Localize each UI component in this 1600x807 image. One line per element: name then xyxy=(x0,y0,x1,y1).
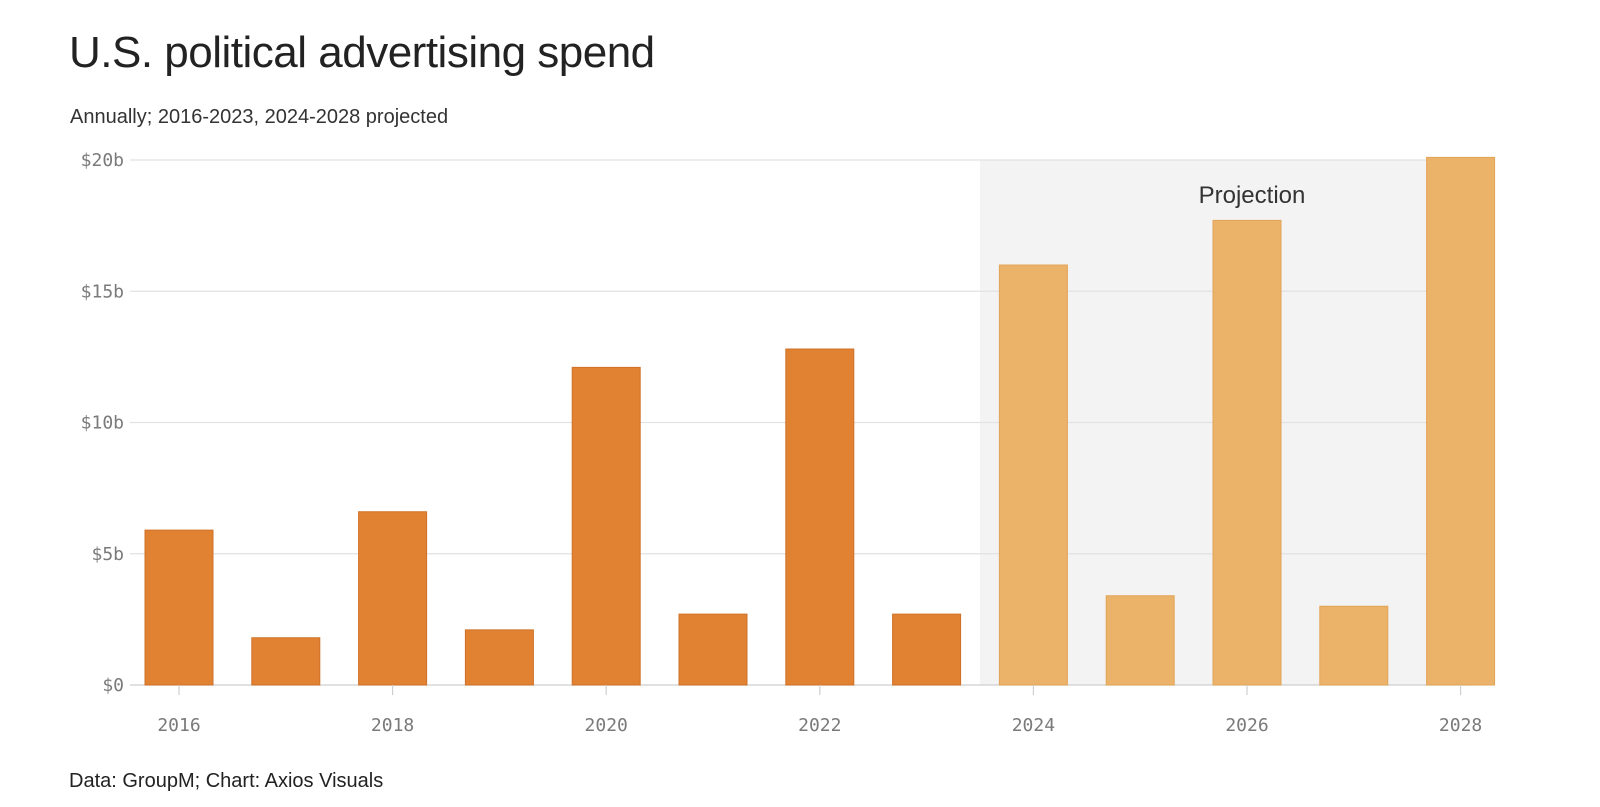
bar-2021 xyxy=(678,613,748,686)
x-tick-label: 2020 xyxy=(585,715,628,736)
y-tick-label: $15b xyxy=(81,281,124,302)
x-tick-label: 2016 xyxy=(157,715,200,736)
y-tick-label: $20b xyxy=(81,150,124,171)
bar-2025 xyxy=(1105,595,1175,686)
bar-2027 xyxy=(1319,605,1389,686)
projection-annotation: Projection xyxy=(1199,182,1306,209)
bar-2016 xyxy=(144,529,214,686)
chart-title: U.S. political advertising spend xyxy=(69,28,655,77)
x-tick-label: 2018 xyxy=(371,715,414,736)
x-tick-label: 2022 xyxy=(798,715,841,736)
bar-2019 xyxy=(464,629,534,686)
x-tick-label: 2026 xyxy=(1225,715,1268,736)
bar-2023 xyxy=(892,613,962,686)
y-tick-label: $5b xyxy=(91,544,124,565)
bar-2022 xyxy=(785,348,855,686)
chart-subtitle: Annually; 2016-2023, 2024-2028 projected xyxy=(70,106,449,128)
bar-2017 xyxy=(251,637,321,686)
bars xyxy=(144,156,1496,686)
bar-2028 xyxy=(1426,156,1496,686)
bar-2026 xyxy=(1212,219,1282,686)
bar-2018 xyxy=(358,511,428,686)
annotations: Projection xyxy=(1199,182,1306,209)
source-credit: Data: GroupM; Chart: Axios Visuals xyxy=(69,770,384,792)
y-tick-label: $0 xyxy=(102,675,124,696)
bar-2024 xyxy=(998,264,1068,686)
y-tick-label: $10b xyxy=(81,413,124,434)
axes: $0 $5b $10b $15b $20b 2016 2018 2020 2022 2024 202… xyxy=(81,150,1483,736)
x-tick-label: 2024 xyxy=(1012,715,1055,736)
x-tick-label: 2028 xyxy=(1439,715,1482,736)
bar-2020 xyxy=(571,366,641,686)
